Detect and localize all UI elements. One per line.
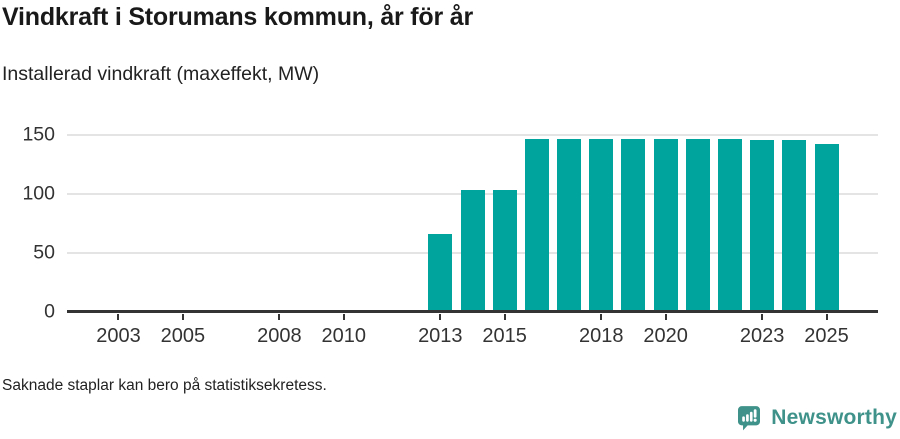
x-tick-2010 [342, 313, 345, 320]
x-tick-2020 [664, 313, 667, 320]
x-tick-label-2010: 2010 [321, 324, 367, 347]
y-axis-labels: 0 50 100 150 [0, 123, 55, 322]
bar-2016 [524, 139, 549, 312]
x-tick-label-2005: 2005 [160, 324, 206, 347]
x-tick-2015 [503, 313, 506, 320]
bar-2024 [782, 140, 807, 312]
x-tick-2003 [117, 313, 120, 320]
bar-2014 [460, 189, 485, 312]
x-tick-label-2015: 2015 [482, 324, 527, 347]
chart-title: Vindkraft i Storumans kommun, år för år [2, 3, 474, 31]
bar-2025 [814, 143, 839, 312]
x-tick-label-2003: 2003 [96, 324, 141, 347]
bar-2015 [492, 189, 517, 312]
x-tick-2025 [825, 313, 828, 320]
x-tick-label-2025: 2025 [804, 324, 849, 347]
bar-2023 [750, 140, 775, 312]
y-tick-label-100: 100 [22, 182, 55, 204]
bar-2013 [428, 233, 453, 312]
bar-2020 [653, 139, 678, 312]
x-tick-2023 [761, 313, 764, 320]
y-tick-label-0: 0 [44, 300, 55, 322]
x-tick-label-2008: 2008 [257, 324, 302, 347]
bar-2018 [589, 139, 614, 312]
x-tick-2005 [181, 313, 184, 320]
bar-2021 [685, 139, 710, 312]
x-tick-label-2013: 2013 [418, 324, 463, 347]
bar-2022 [717, 139, 742, 312]
bar-2017 [557, 139, 582, 312]
plot-area: 2003 2005 2008 2010 2013 2015 2018 2020 2023 2025 [67, 133, 878, 347]
x-tick-label-2023: 2023 [739, 324, 785, 347]
x-tick-2018 [600, 313, 603, 320]
bar-2019 [621, 139, 646, 312]
chart-footnote: Saknade staplar kan bero på statistiksek… [2, 377, 327, 394]
x-tick-2008 [278, 313, 281, 320]
y-tick-label-150: 150 [22, 123, 55, 145]
newsworthy-speech-bubble-bar-chart-icon [738, 405, 761, 431]
x-tick-label-2018: 2018 [578, 324, 624, 347]
x-tick-2013 [439, 313, 442, 320]
gridline-150 [67, 133, 878, 136]
newsworthy-logo-text: Newsworthy [771, 406, 897, 429]
x-tick-label-2020: 2020 [643, 324, 688, 347]
x-axis-line [67, 310, 878, 313]
chart-subtitle: Installerad vindkraft (maxeffekt, MW) [2, 63, 320, 85]
newsworthy-logo: Newsworthy [738, 404, 897, 432]
y-tick-label-50: 50 [33, 241, 55, 263]
